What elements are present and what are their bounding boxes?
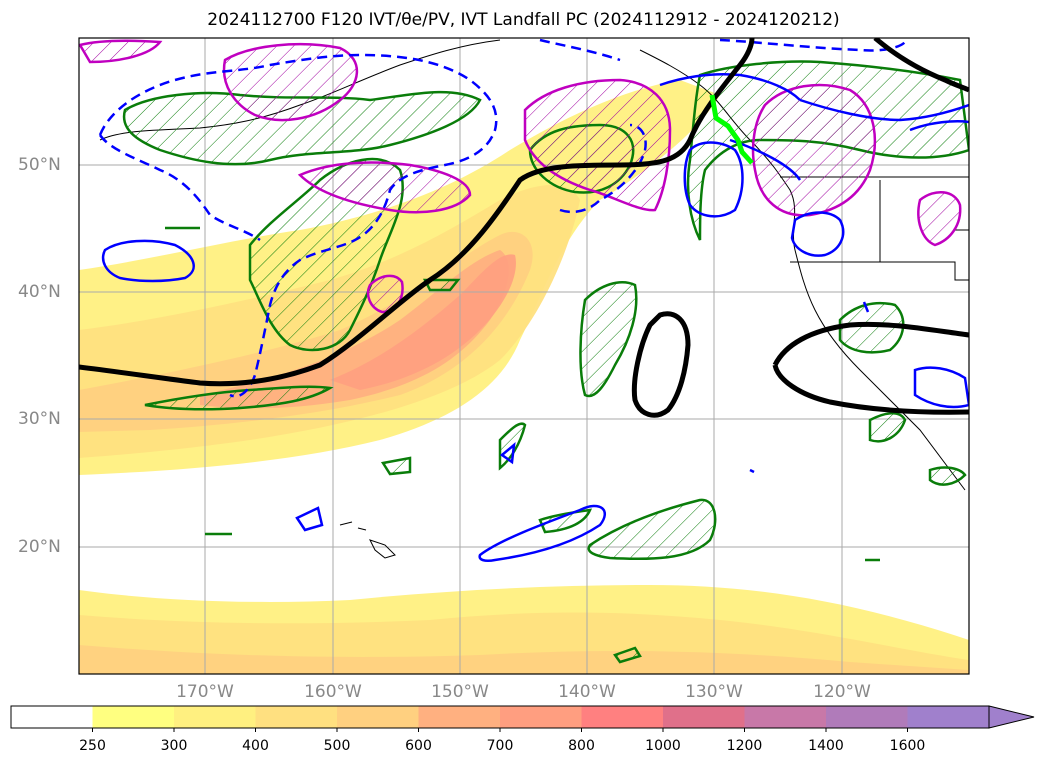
blue-dashed-contours <box>98 38 906 398</box>
colorbar-swatch <box>255 706 338 728</box>
map-content <box>79 38 969 674</box>
colorbar-swatch <box>663 706 745 728</box>
colorbar-swatch <box>418 706 501 728</box>
colorbar-swatch <box>92 706 175 728</box>
colorbar <box>10 705 1035 732</box>
colorbar-swatch <box>174 706 256 728</box>
colorbar-swatch <box>500 706 582 728</box>
colorbar-swatch <box>744 706 827 728</box>
lat-label-40n: 40°N <box>18 282 61 302</box>
blue-solid-contours <box>101 72 969 563</box>
colorbar-tick-label: 700 <box>486 738 514 754</box>
colorbar-tick-label: 1400 <box>808 738 844 754</box>
map-title: 2024112700 F120 IVT/θe/PV, IVT Landfall … <box>207 10 840 30</box>
colorbar-swatch <box>337 706 419 728</box>
black-thick-contours <box>79 38 969 418</box>
lat-label-50n: 50°N <box>18 155 61 175</box>
colorbar-tick-label: 300 <box>160 738 188 754</box>
colorbar-swatch <box>11 706 93 728</box>
magenta-hatched-contours <box>79 39 962 314</box>
colorbar-extend-arrow <box>988 705 1035 729</box>
lat-label-30n: 30°N <box>18 409 61 429</box>
colorbar-tick-label: 600 <box>405 738 432 754</box>
lon-label-130w: 130°W <box>685 682 743 702</box>
colorbar-tick-label: 1200 <box>726 738 763 754</box>
landfall-highlight <box>709 94 754 165</box>
colorbar-tick-label: 500 <box>323 738 351 754</box>
colorbar-swatch <box>907 706 990 728</box>
lon-label-170w: 170°W <box>176 682 234 702</box>
colorbar-swatch <box>826 706 908 728</box>
lon-label-150w: 150°W <box>431 682 489 702</box>
lon-label-120w: 120°W <box>813 682 871 702</box>
lon-label-140w: 140°W <box>558 682 616 702</box>
colorbar-tick-label: 400 <box>242 738 269 754</box>
colorbar-tick-label: 800 <box>568 738 595 754</box>
map-frame <box>78 37 970 675</box>
lat-label-20n: 20°N <box>18 537 61 557</box>
colorbar-swatch <box>581 706 664 728</box>
green-small-contours <box>165 226 880 562</box>
colorbar-tick-label: 250 <box>79 738 106 754</box>
lon-label-160w: 160°W <box>304 682 362 702</box>
colorbar-tick-label: 1600 <box>889 738 926 754</box>
colorbar-tick-label: 1000 <box>645 738 681 754</box>
